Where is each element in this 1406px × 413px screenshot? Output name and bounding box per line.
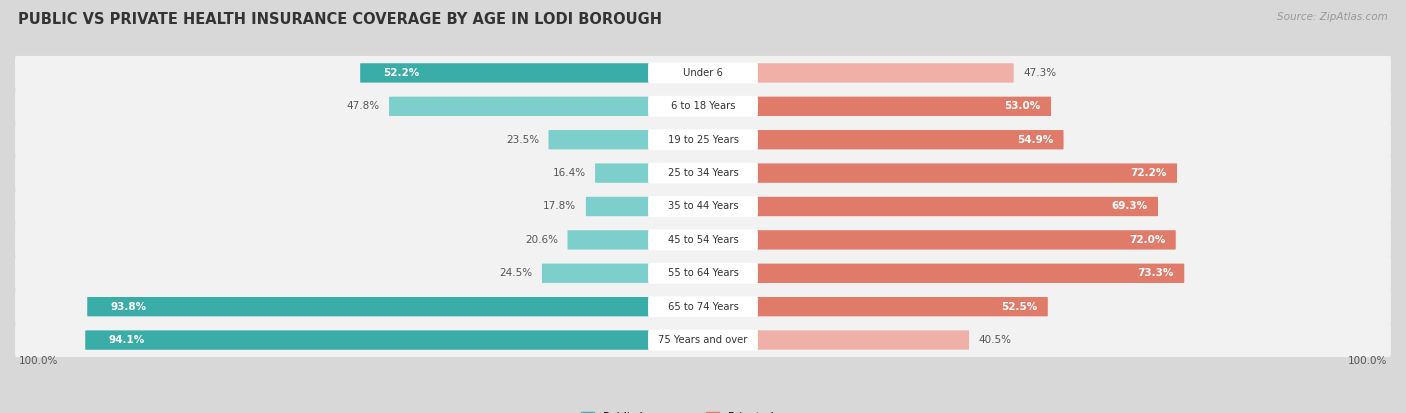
FancyBboxPatch shape — [703, 130, 1063, 150]
FancyBboxPatch shape — [703, 263, 1184, 283]
FancyBboxPatch shape — [648, 96, 758, 117]
Legend: Public Insurance, Private Insurance: Public Insurance, Private Insurance — [576, 407, 830, 413]
FancyBboxPatch shape — [15, 290, 1391, 324]
Text: 16.4%: 16.4% — [553, 168, 585, 178]
Text: 55 to 64 Years: 55 to 64 Years — [668, 268, 738, 278]
Text: 65 to 74 Years: 65 to 74 Years — [668, 301, 738, 312]
Text: 47.8%: 47.8% — [346, 101, 380, 112]
Text: Under 6: Under 6 — [683, 68, 723, 78]
FancyBboxPatch shape — [703, 63, 1014, 83]
Text: 73.3%: 73.3% — [1137, 268, 1174, 278]
FancyBboxPatch shape — [703, 97, 1052, 116]
FancyBboxPatch shape — [586, 197, 703, 216]
FancyBboxPatch shape — [15, 156, 1391, 190]
Text: 54.9%: 54.9% — [1017, 135, 1053, 145]
Text: 47.3%: 47.3% — [1024, 68, 1056, 78]
Text: 17.8%: 17.8% — [543, 202, 576, 211]
FancyBboxPatch shape — [541, 263, 703, 283]
Text: 93.8%: 93.8% — [111, 301, 146, 312]
Text: 100.0%: 100.0% — [20, 356, 59, 366]
Text: 45 to 54 Years: 45 to 54 Years — [668, 235, 738, 245]
Text: 94.1%: 94.1% — [108, 335, 145, 345]
FancyBboxPatch shape — [15, 56, 1391, 90]
FancyBboxPatch shape — [15, 89, 1391, 123]
FancyBboxPatch shape — [15, 223, 1391, 257]
Text: 40.5%: 40.5% — [979, 335, 1011, 345]
Text: 100.0%: 100.0% — [1347, 356, 1386, 366]
FancyBboxPatch shape — [87, 297, 703, 316]
Text: 72.2%: 72.2% — [1130, 168, 1167, 178]
FancyBboxPatch shape — [648, 196, 758, 217]
FancyBboxPatch shape — [15, 256, 1391, 290]
FancyBboxPatch shape — [703, 164, 1177, 183]
FancyBboxPatch shape — [389, 97, 703, 116]
FancyBboxPatch shape — [86, 330, 703, 350]
FancyBboxPatch shape — [648, 296, 758, 317]
FancyBboxPatch shape — [648, 330, 758, 351]
FancyBboxPatch shape — [703, 297, 1047, 316]
Text: 6 to 18 Years: 6 to 18 Years — [671, 101, 735, 112]
Text: 20.6%: 20.6% — [524, 235, 558, 245]
Text: 25 to 34 Years: 25 to 34 Years — [668, 168, 738, 178]
FancyBboxPatch shape — [568, 230, 703, 249]
Text: 35 to 44 Years: 35 to 44 Years — [668, 202, 738, 211]
FancyBboxPatch shape — [648, 62, 758, 83]
FancyBboxPatch shape — [15, 123, 1391, 157]
FancyBboxPatch shape — [648, 230, 758, 250]
Text: PUBLIC VS PRIVATE HEALTH INSURANCE COVERAGE BY AGE IN LODI BOROUGH: PUBLIC VS PRIVATE HEALTH INSURANCE COVER… — [18, 12, 662, 27]
Text: 69.3%: 69.3% — [1112, 202, 1147, 211]
FancyBboxPatch shape — [548, 130, 703, 150]
Text: 24.5%: 24.5% — [499, 268, 533, 278]
Text: 19 to 25 Years: 19 to 25 Years — [668, 135, 738, 145]
FancyBboxPatch shape — [595, 164, 703, 183]
FancyBboxPatch shape — [703, 230, 1175, 249]
FancyBboxPatch shape — [648, 163, 758, 183]
Text: Source: ZipAtlas.com: Source: ZipAtlas.com — [1277, 12, 1388, 22]
Text: 52.2%: 52.2% — [384, 68, 420, 78]
Text: 23.5%: 23.5% — [506, 135, 538, 145]
FancyBboxPatch shape — [703, 330, 969, 350]
FancyBboxPatch shape — [703, 197, 1159, 216]
Text: 72.0%: 72.0% — [1129, 235, 1166, 245]
FancyBboxPatch shape — [15, 190, 1391, 223]
FancyBboxPatch shape — [648, 129, 758, 150]
Text: 75 Years and over: 75 Years and over — [658, 335, 748, 345]
FancyBboxPatch shape — [360, 63, 703, 83]
FancyBboxPatch shape — [15, 323, 1391, 357]
Text: 53.0%: 53.0% — [1005, 101, 1040, 112]
FancyBboxPatch shape — [648, 263, 758, 284]
Text: 52.5%: 52.5% — [1001, 301, 1038, 312]
